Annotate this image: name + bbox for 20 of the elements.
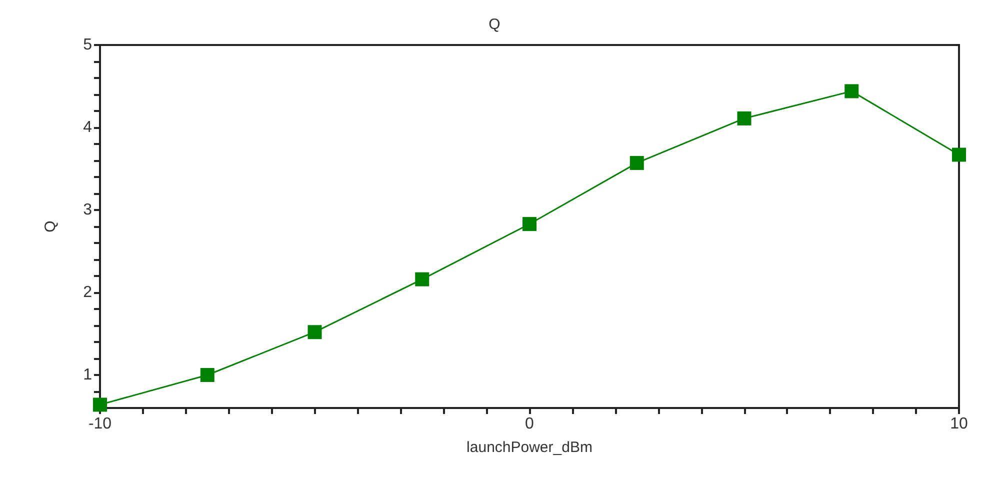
y-tick-label: 2 bbox=[83, 284, 92, 301]
point bbox=[952, 148, 966, 162]
point bbox=[415, 272, 430, 286]
point bbox=[737, 111, 752, 126]
y-axis-title: Q bbox=[42, 220, 59, 232]
y-tick-label: 4 bbox=[83, 119, 92, 136]
point bbox=[844, 84, 859, 98]
point bbox=[630, 156, 644, 170]
point bbox=[308, 325, 322, 340]
x-tick-label: -10 bbox=[88, 416, 112, 432]
x-axis-title: launchPower_dBm bbox=[466, 439, 592, 456]
y-tick-label: 3 bbox=[83, 202, 92, 218]
y-tick-label: 1 bbox=[83, 366, 92, 384]
x-tick-label: 0 bbox=[525, 416, 534, 432]
point bbox=[200, 368, 214, 382]
point bbox=[93, 398, 107, 412]
point bbox=[522, 217, 536, 232]
y-tick-label: 5 bbox=[83, 36, 92, 54]
chart-title: Q bbox=[488, 16, 500, 33]
x-tick-label: 10 bbox=[950, 416, 968, 432]
